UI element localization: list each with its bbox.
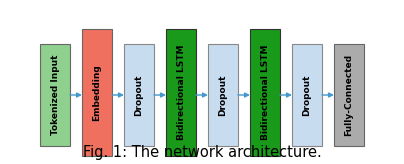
FancyBboxPatch shape [250,29,280,156]
FancyBboxPatch shape [292,44,322,146]
Text: Dropout: Dropout [135,74,143,116]
FancyBboxPatch shape [208,44,238,146]
Text: Bidirectional LSTM: Bidirectional LSTM [177,45,185,140]
FancyBboxPatch shape [40,44,70,146]
FancyBboxPatch shape [82,29,112,156]
Text: Fully-Connected: Fully-Connected [345,54,354,136]
Text: Dropout: Dropout [303,74,311,116]
Text: Dropout: Dropout [219,74,227,116]
Text: Bidirectional LSTM: Bidirectional LSTM [261,45,269,140]
Text: Embedding: Embedding [93,64,101,121]
FancyBboxPatch shape [334,44,364,146]
Text: Tokenized Input: Tokenized Input [50,55,59,135]
FancyBboxPatch shape [166,29,196,156]
FancyBboxPatch shape [124,44,154,146]
Text: Fig. 1: The network architecture.: Fig. 1: The network architecture. [83,145,321,161]
